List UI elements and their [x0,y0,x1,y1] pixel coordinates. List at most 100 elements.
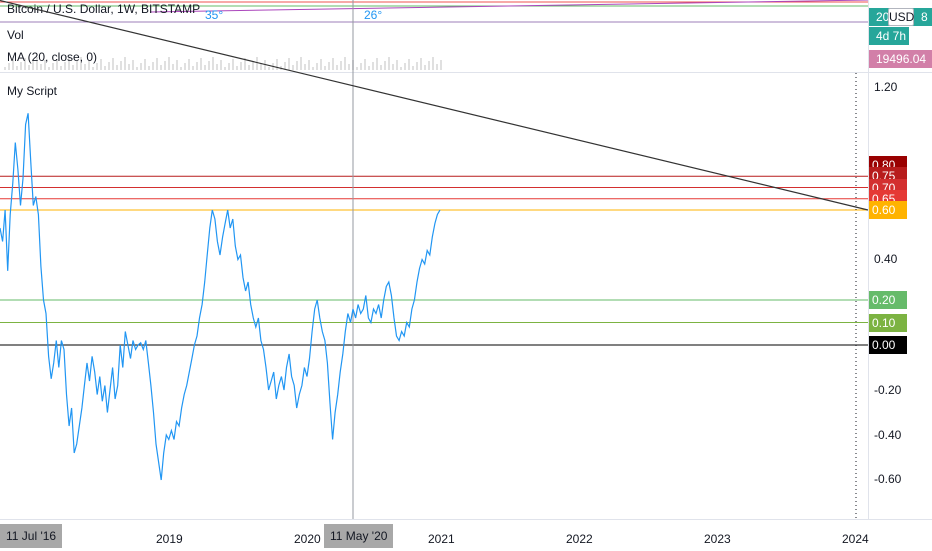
volume-bar [64,62,66,70]
level-price-tag: 0.20 [869,291,907,309]
volume-bar [184,63,186,70]
volume-bar [348,64,350,70]
trend-line-purple [149,0,868,13]
volume-bar [8,63,10,70]
volume-bar [304,64,306,70]
angle-label-2: 26° [364,8,383,22]
volume-bar [344,57,346,70]
volume-bar [252,61,254,70]
countdown-badge: 4d 7h [869,27,909,45]
volume-bar [424,65,426,70]
volume-bar [80,57,82,70]
start-date-badge: 11 Jul '16 [0,524,63,548]
volume-bar [360,63,362,70]
volume-bar [112,58,114,70]
volume-bar [412,66,414,70]
volume-bar [244,58,246,70]
volume-bar [240,62,242,70]
volume-bar [108,62,110,70]
volume-legend[interactable]: Vol [7,28,24,42]
ma-legend[interactable]: MA (20, close, 0) [7,50,98,64]
volume-bar [332,58,334,70]
y-tick-label: -0.20 [874,383,902,397]
volume-bar [120,61,122,70]
price-scale-border [868,0,869,519]
level-price-tag: 0.10 [869,313,907,332]
volume-bar [12,59,14,70]
volume-bar [96,63,98,70]
x-tick-label: 2023 [704,532,731,546]
volume-bar [172,64,174,70]
y-tick-label: 0.40 [874,252,898,266]
volume-bar [24,58,26,70]
volume-bar [396,60,398,70]
angle-label-1: 35° [205,8,224,22]
volume-bar [372,62,374,70]
x-tick-label: 2019 [156,532,183,546]
volume-bar [52,63,54,70]
time-axis[interactable]: 11 Jul '16 2019 2020 11 May '20 2021 202… [0,519,932,551]
volume-bar [60,66,62,70]
volume-bar [156,58,158,70]
volume-bar [136,67,138,70]
level-price-tag: 0.00 [869,336,907,354]
volume-bar [340,61,342,70]
volume-bar [128,64,130,70]
volume-bar [100,59,102,70]
volume-bar [152,62,154,70]
volume-bar [432,57,434,70]
volume-bar [44,60,46,70]
volume-bar [176,60,178,70]
volume-bar [384,61,386,70]
y-tick-label: -0.40 [874,428,902,442]
volume-bar [428,61,430,70]
volume-bar [36,57,38,70]
volume-bar [308,60,310,70]
volume-bar [292,65,294,70]
volume-bar [288,58,290,70]
trendline [0,0,869,211]
volume-bar [104,66,106,70]
price-volume-chart [0,0,868,70]
level-lines [0,175,868,346]
volume-bar [4,67,6,70]
currency-button[interactable]: USD [888,8,915,26]
volume-bar [16,66,18,70]
volume-bar [416,62,418,70]
volume-bar [380,65,382,70]
volume-bar [88,60,90,70]
x-tick-label: 2022 [566,532,593,546]
level-price-tag: 0.60 [869,201,907,219]
symbol-title[interactable]: Bitcoin / U.S. Dollar, 1W, BITSTAMP [7,2,201,16]
script-title[interactable]: My Script [7,84,58,98]
x-tick-label: 2024 [842,532,869,546]
script-series-line [0,113,441,481]
y-tick-label: -0.60 [874,472,902,486]
ma-value-badge: 19496.04 [869,50,932,68]
price-volume-pane[interactable]: Bitcoin / U.S. Dollar, 1W, BITSTAMP 35° … [0,0,868,72]
volume-bar [216,64,218,70]
volume-bar [368,66,370,70]
volume-bar [204,65,206,70]
price-badge-suffix: 8 [921,10,928,24]
pane-separator[interactable] [0,72,932,73]
volume-bar [220,60,222,70]
volume-bar [20,62,22,70]
volume-bar [236,66,238,70]
volume-bar [160,65,162,70]
x-tick-label: 2021 [428,532,455,546]
volume-bar [336,65,338,70]
volume-bar [224,67,226,70]
volume-bar [124,57,126,70]
volume-bar [212,57,214,70]
volume-bar [388,57,390,70]
volume-bar [188,59,190,70]
volume-bar [364,59,366,70]
volume-bar [248,65,250,70]
volume-bar [140,63,142,70]
volume-bar [208,61,210,70]
volume-bar [284,62,286,70]
x-tick-label: 2020 [294,532,321,546]
volume-bar [164,61,166,70]
